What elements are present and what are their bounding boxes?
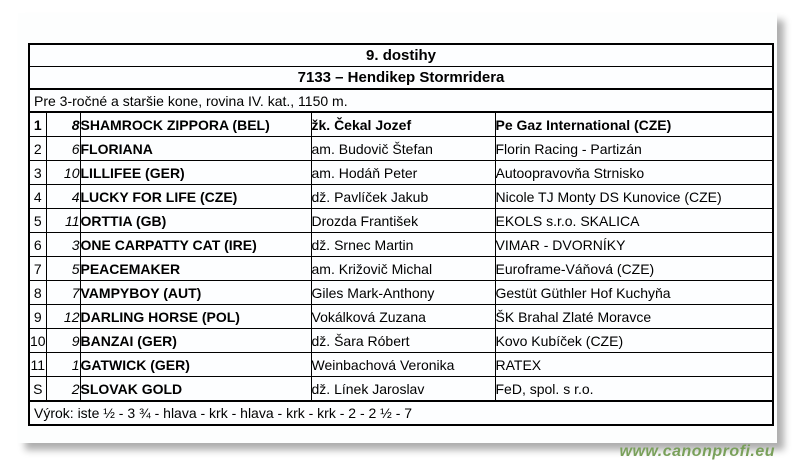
watermark-url: www.canonprofi.eu [619,443,775,460]
jockey-cell: am. Budovič Štefan [310,136,496,161]
owner-cell: Florin Racing - Partizán [494,136,774,161]
jockey-cell: žk. Čekal Jozef [310,111,496,137]
result-row-1: 1 8 SHAMROCK ZIPPORA (BEL) žk. Čekal Joz… [28,111,774,137]
owner-cell: Pe Gaz International (CZE) [494,111,774,137]
result-row-10: 10 9 BANZAI (GER) dž. Šara Róbert Kovo K… [28,328,774,353]
horse-cell: GATWICK (GER) [79,352,312,377]
position-cell: 11 [28,352,47,377]
draw-cell: 10 [45,160,81,185]
position-cell: 9 [28,304,47,329]
position-cell: 6 [28,232,47,257]
horse-cell: SHAMROCK ZIPPORA (BEL) [79,111,312,137]
position-cell: 2 [28,136,47,161]
horse-cell: PEACEMAKER [79,256,312,281]
horse-cell: LILLIFEE (GER) [79,160,312,185]
verdict-text: Výrok: iste ½ - 3 ¾ - hlava - krk - hlav… [28,400,774,426]
draw-cell: 12 [45,304,81,329]
jockey-cell: am. Hodáň Peter [310,160,496,185]
race-number-row: 9. dostihy [28,43,774,67]
draw-cell: 11 [45,208,81,233]
draw-cell: 8 [45,111,81,137]
result-row-4: 4 4 LUCKY FOR LIFE (CZE) dž. Pavlíček Ja… [28,184,774,209]
race-title-row: 7133 – Hendikep Stormridera [28,66,774,90]
position-cell: 7 [28,256,47,281]
jockey-cell: Drozda František [310,208,496,233]
position-cell: 4 [28,184,47,209]
horse-cell: BANZAI (GER) [79,328,312,353]
race-conditions: Pre 3-ročné a staršie kone, rovina IV. k… [28,88,774,113]
position-cell: 3 [28,160,47,185]
race-conditions-row: Pre 3-ročné a staršie kone, rovina IV. k… [28,88,774,113]
race-results-table: 9. dostihy 7133 – Hendikep Stormridera P… [28,43,775,426]
horse-cell: VAMPYBOY (AUT) [79,280,312,305]
horse-cell: ORTTIA (GB) [79,208,312,233]
position-cell: 8 [28,280,47,305]
result-row-2: 2 6 FLORIANA am. Budovič Štefan Florin R… [28,136,774,161]
horse-cell: LUCKY FOR LIFE (CZE) [79,184,312,209]
owner-cell: EKOLS s.r.o. SKALICA [494,208,774,233]
owner-cell: Euroframe-Váňová (CZE) [494,256,774,281]
result-row-3: 3 10 LILLIFEE (GER) am. Hodáň Peter Auto… [28,160,774,185]
draw-cell: 1 [45,352,81,377]
owner-cell: VIMAR - DVORNÍKY [494,232,774,257]
owner-cell: FeD, spol. s r.o. [494,376,774,402]
jockey-cell: Giles Mark-Anthony [310,280,496,305]
position-cell: 5 [28,208,47,233]
race-title: 7133 – Hendikep Stormridera [28,66,774,90]
jockey-cell: dž. Pavlíček Jakub [310,184,496,209]
result-row-5: 5 11 ORTTIA (GB) Drozda František EKOLS … [28,208,774,233]
draw-cell: 5 [45,256,81,281]
horse-cell: FLORIANA [79,136,312,161]
jockey-cell: dž. Šara Róbert [310,328,496,353]
position-cell: 10 [28,328,47,353]
draw-cell: 7 [45,280,81,305]
owner-cell: Nicole TJ Monty DS Kunovice (CZE) [494,184,774,209]
result-row-11: 11 1 GATWICK (GER) Weinbachová Veronika … [28,352,774,377]
horse-cell: SLOVAK GOLD [79,376,312,402]
result-row-9: 9 12 DARLING HORSE (POL) Vokálková Zuzan… [28,304,774,329]
owner-cell: RATEX [494,352,774,377]
position-cell: 1 [28,111,47,137]
horse-cell: DARLING HORSE (POL) [79,304,312,329]
race-number-title: 9. dostihy [28,43,774,67]
draw-cell: 3 [45,232,81,257]
result-row-8: 8 7 VAMPYBOY (AUT) Giles Mark-Anthony Ge… [28,280,774,305]
verdict-row: Výrok: iste ½ - 3 ¾ - hlava - krk - hlav… [28,400,774,426]
owner-cell: ŠK Brahal Zlaté Moravce [494,304,774,329]
draw-cell: 2 [45,376,81,402]
jockey-cell: Weinbachová Veronika [310,352,496,377]
draw-cell: 6 [45,136,81,161]
result-row-7: 7 5 PEACEMAKER am. Križovič Michal Eurof… [28,256,774,281]
owner-cell: Kovo Kubíček (CZE) [494,328,774,353]
horse-cell: ONE CARPATTY CAT (IRE) [79,232,312,257]
race-card-sheet: 9. dostihy 7133 – Hendikep Stormridera P… [18,13,777,443]
owner-cell: Gestüt Güthler Hof Kuchyňa [494,280,774,305]
jockey-cell: dž. Srnec Martin [310,232,496,257]
position-cell: S [28,376,47,402]
draw-cell: 9 [45,328,81,353]
owner-cell: Autoopravovňa Strnisko [494,160,774,185]
draw-cell: 4 [45,184,81,209]
jockey-cell: dž. Línek Jaroslav [310,376,496,402]
jockey-cell: Vokálková Zuzana [310,304,496,329]
jockey-cell: am. Križovič Michal [310,256,496,281]
result-row-6: 6 3 ONE CARPATTY CAT (IRE) dž. Srnec Mar… [28,232,774,257]
result-row-scratched: S 2 SLOVAK GOLD dž. Línek Jaroslav FeD, … [28,376,774,402]
